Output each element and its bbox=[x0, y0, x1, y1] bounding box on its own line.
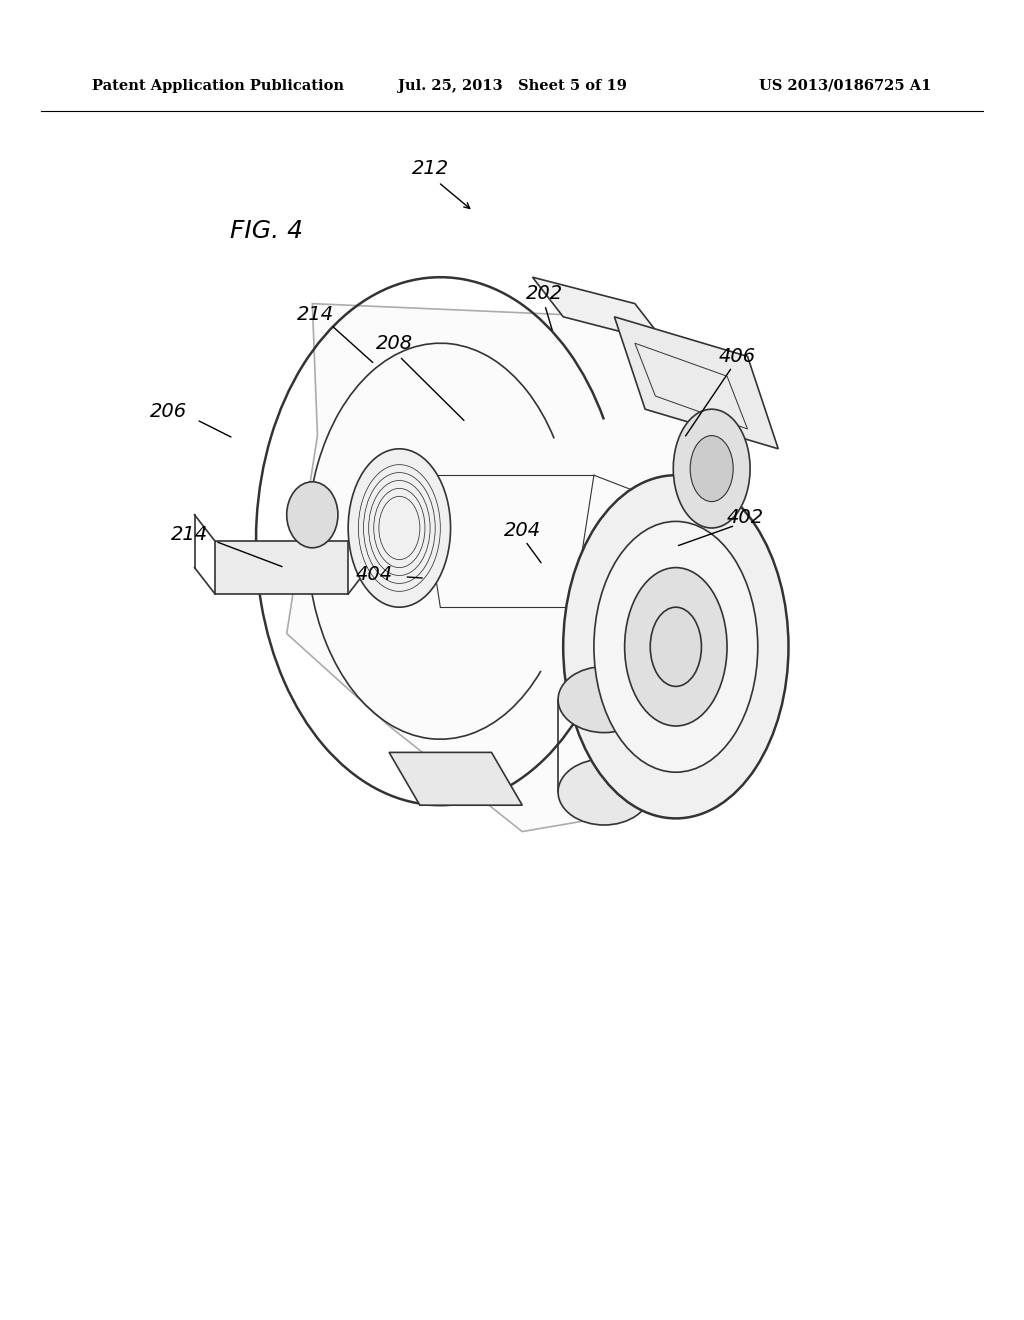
Ellipse shape bbox=[558, 667, 650, 733]
Text: Patent Application Publication: Patent Application Publication bbox=[92, 79, 344, 92]
Polygon shape bbox=[389, 752, 522, 805]
Text: US 2013/0186725 A1: US 2013/0186725 A1 bbox=[760, 79, 932, 92]
Text: FIG. 4: FIG. 4 bbox=[229, 219, 303, 243]
Text: 406: 406 bbox=[719, 347, 756, 366]
Ellipse shape bbox=[674, 409, 750, 528]
Polygon shape bbox=[215, 541, 348, 594]
Ellipse shape bbox=[563, 475, 788, 818]
Text: 402: 402 bbox=[727, 508, 764, 527]
Text: 202: 202 bbox=[526, 284, 563, 302]
Text: 206: 206 bbox=[151, 403, 187, 421]
Ellipse shape bbox=[690, 436, 733, 502]
Text: 212: 212 bbox=[412, 160, 449, 178]
Text: 214: 214 bbox=[171, 525, 208, 544]
Text: 204: 204 bbox=[504, 521, 541, 540]
Ellipse shape bbox=[348, 449, 451, 607]
Polygon shape bbox=[614, 317, 778, 449]
Text: 404: 404 bbox=[355, 565, 392, 583]
Ellipse shape bbox=[594, 521, 758, 772]
Text: Jul. 25, 2013   Sheet 5 of 19: Jul. 25, 2013 Sheet 5 of 19 bbox=[397, 79, 627, 92]
Ellipse shape bbox=[558, 759, 650, 825]
Text: 214: 214 bbox=[297, 305, 334, 323]
Circle shape bbox=[287, 482, 338, 548]
Ellipse shape bbox=[650, 607, 701, 686]
Ellipse shape bbox=[625, 568, 727, 726]
Text: 208: 208 bbox=[376, 334, 413, 352]
Polygon shape bbox=[287, 304, 758, 832]
Polygon shape bbox=[532, 277, 666, 343]
